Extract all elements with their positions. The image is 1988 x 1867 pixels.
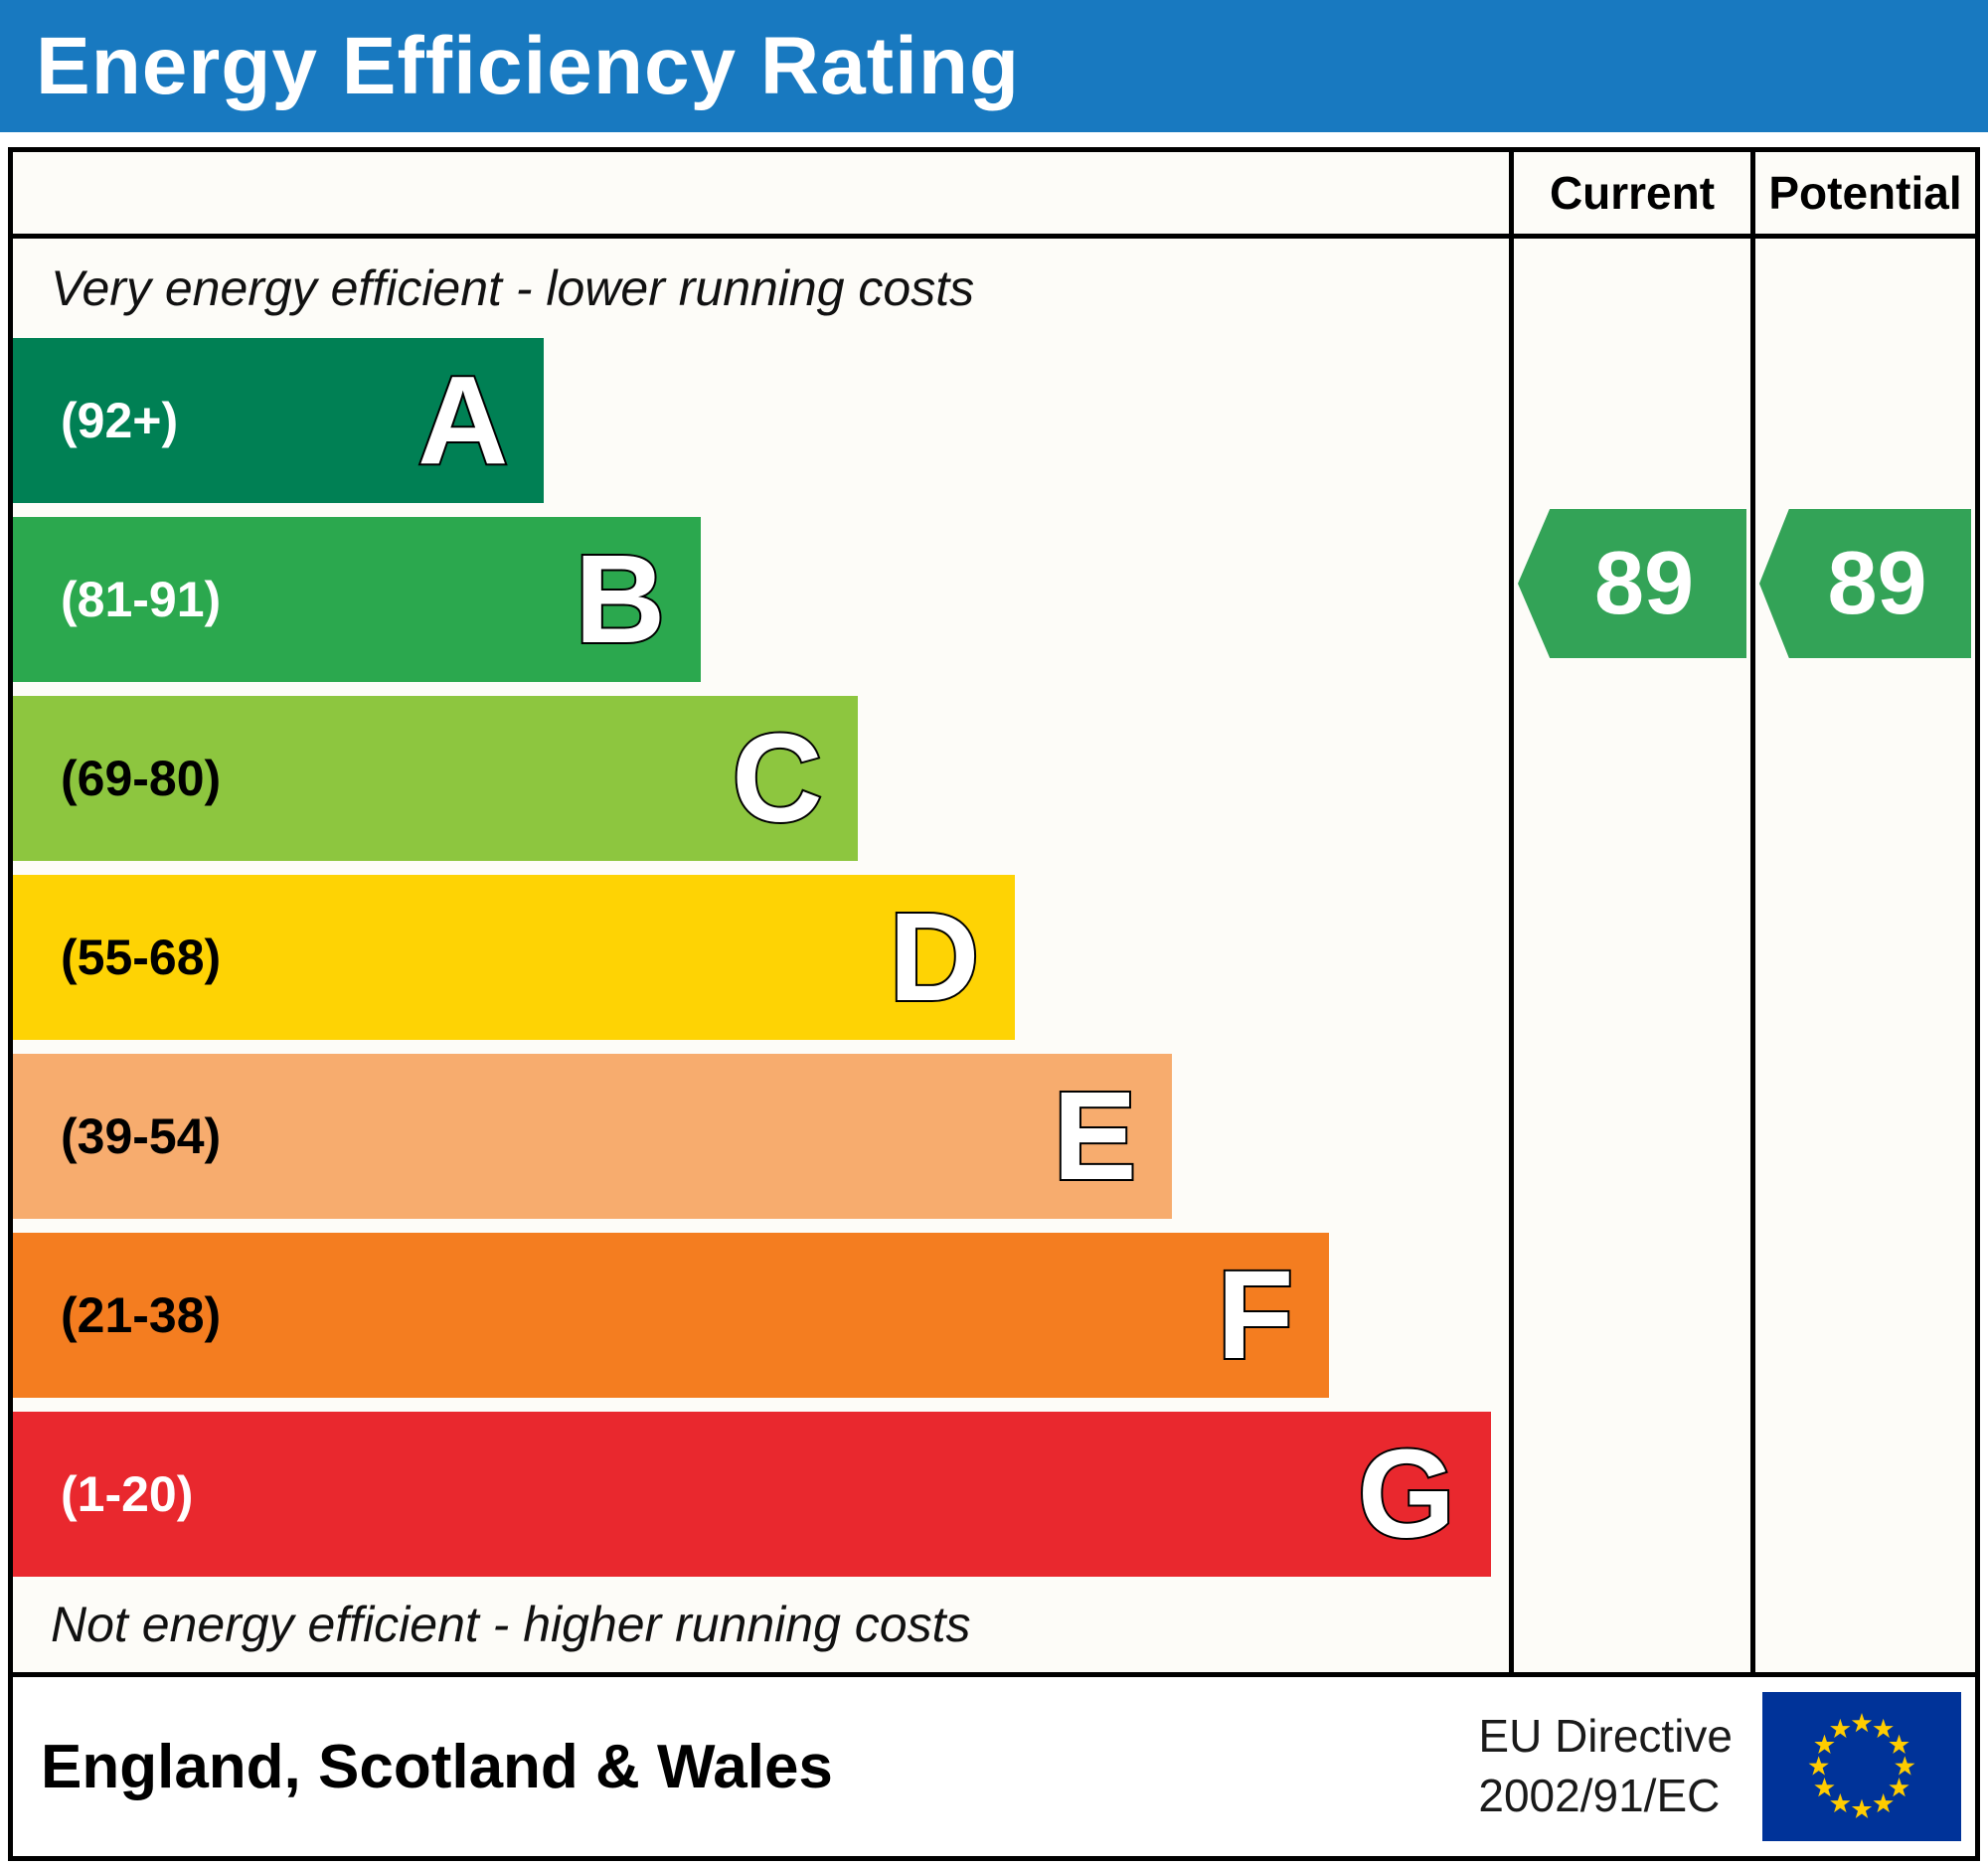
title-bar: Energy Efficiency Rating [0,0,1988,132]
bands-area: Very energy efficient - lower running co… [13,239,1509,1672]
band-b-range: (81-91) [61,572,222,627]
eu-directive-label: EU Directive 2002/91/EC [1478,1707,1733,1826]
header-spacer [13,152,1509,234]
band-row-g: (1-20) G [13,1412,1509,1577]
band-d-letter: D [887,887,981,1027]
current-rating-value: 89 [1593,533,1695,633]
band-a-bar: (92+) A [13,338,545,503]
potential-column-header: Potential [1750,152,1975,234]
current-column: 89 [1509,239,1750,1672]
chart-frame: Current Potential Very energy efficient … [8,147,1980,1861]
band-a-letter: A [415,350,510,490]
band-row-a: (92+) A [13,338,1509,503]
band-e-letter: E [1051,1066,1138,1206]
band-b-bar: (81-91) B [13,517,702,682]
band-g-bar: (1-20) G [13,1412,1491,1577]
band-row-c: (69-80) C [13,696,1509,861]
potential-rating-arrow: 89 [1759,509,1971,658]
current-column-header: Current [1509,152,1750,234]
eu-flag-icon [1762,1692,1961,1841]
band-c-bar: (69-80) C [13,696,859,861]
band-b-letter: B [573,529,667,669]
band-row-f: (21-38) F [13,1233,1509,1398]
column-header-row: Current Potential [13,152,1975,239]
band-f-letter: F [1215,1245,1295,1385]
region-label: England, Scotland & Wales [41,1732,833,1801]
band-row-d: (55-68) D [13,875,1509,1040]
band-d-range: (55-68) [61,930,222,985]
band-g-letter: G [1356,1424,1457,1564]
top-note: Very energy efficient - lower running co… [51,260,975,316]
current-rating-arrow: 89 [1518,509,1746,658]
chart-body: Very energy efficient - lower running co… [13,239,1975,1672]
band-e-bar: (39-54) E [13,1054,1173,1219]
band-c-range: (69-80) [61,751,222,806]
page-title: Energy Efficiency Rating [36,20,1021,111]
band-g-range: (1-20) [61,1466,194,1522]
band-f-range: (21-38) [61,1287,222,1343]
potential-rating-value: 89 [1827,533,1927,633]
footer: England, Scotland & Wales EU Directive 2… [13,1672,1975,1856]
bottom-note: Not energy efficient - higher running co… [51,1597,971,1652]
eu-directive-line2: 2002/91/EC [1478,1770,1721,1821]
band-e-range: (39-54) [61,1108,222,1164]
band-row-e: (39-54) E [13,1054,1509,1219]
band-a-range: (92+) [61,393,179,448]
band-c-letter: C [730,708,824,848]
potential-column: 89 [1750,239,1975,1672]
band-d-bar: (55-68) D [13,875,1016,1040]
eu-directive-line1: EU Directive [1478,1710,1733,1763]
bands-list: (92+) A (81-91) B (69-80) C [13,338,1509,1577]
band-f-bar: (21-38) F [13,1233,1330,1398]
band-row-b: (81-91) B [13,517,1509,682]
